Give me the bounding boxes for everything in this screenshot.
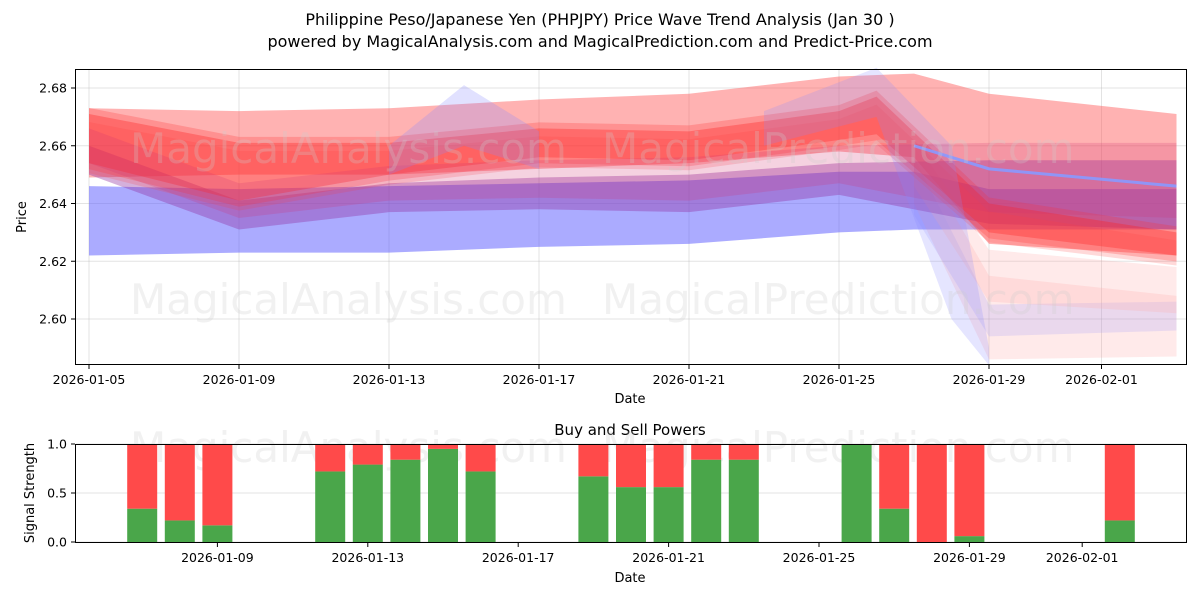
buy-bar-segment — [353, 465, 383, 542]
y-tick-label: 2.60 — [39, 312, 67, 327]
signal-bar — [842, 444, 872, 542]
buy-bar-segment — [466, 471, 496, 542]
watermark: MagicalAnalysis.com — [130, 423, 567, 472]
chart-canvas: MagicalAnalysis.com MagicalPrediction.co… — [0, 0, 1200, 600]
y-tick-label: 2.68 — [39, 81, 67, 96]
buy-bar-segment — [578, 476, 608, 542]
x-tick-label: 2026-01-17 — [503, 372, 576, 387]
y-tick-label: 2.66 — [39, 138, 67, 153]
signal-bar — [1105, 444, 1135, 542]
buy-bar-segment — [842, 444, 872, 542]
price-wave-chart: MagicalAnalysis.com MagicalPrediction.co… — [15, 68, 1187, 407]
signal-x-axis-label: Date — [614, 571, 645, 586]
watermark: MagicalAnalysis.com — [130, 275, 567, 324]
x-tick-label: 2026-01-17 — [482, 550, 555, 565]
sell-bar-segment — [578, 444, 608, 476]
buy-bar-segment — [691, 460, 721, 542]
buy-bar-segment — [202, 525, 232, 542]
buy-sell-powers-chart: Buy and Sell Powers MagicalAnalysis.com … — [23, 421, 1187, 586]
sell-bar-segment — [691, 444, 721, 460]
y-tick-label: 0.5 — [47, 486, 67, 501]
x-tick-label: 2026-02-01 — [1046, 550, 1119, 565]
x-tick-label: 2026-01-13 — [353, 372, 426, 387]
sell-bar-segment — [315, 444, 345, 471]
buy-bar-segment — [428, 449, 458, 542]
x-tick-label: 2026-01-21 — [632, 550, 705, 565]
signal-bar — [202, 444, 232, 542]
sell-bar-segment — [390, 444, 420, 460]
signal-y-axis: 0.0 0.5 1.0 — [47, 437, 75, 550]
signal-y-axis-label: Signal Strength — [23, 443, 38, 543]
buy-bar-segment — [729, 460, 759, 542]
buy-bar-segment — [165, 520, 195, 542]
sell-bar-segment — [202, 444, 232, 525]
price-x-axis: 2026-01-05 2026-01-09 2026-01-13 2026-01-17… — [53, 365, 1138, 387]
x-tick-label: 2026-01-25 — [783, 550, 856, 565]
x-tick-label: 2026-01-05 — [53, 372, 126, 387]
signal-bar — [165, 444, 195, 542]
sell-bar-segment — [616, 444, 646, 487]
signal-bar — [390, 444, 420, 542]
signal-bar — [654, 444, 684, 542]
sell-bar-segment — [729, 444, 759, 460]
signal-bar — [954, 444, 984, 542]
buy-bar-segment — [1105, 520, 1135, 542]
signal-bar — [917, 444, 947, 542]
sell-bar-segment — [954, 444, 984, 536]
sell-bar-segment — [1105, 444, 1135, 520]
x-tick-label: 2026-01-29 — [933, 550, 1006, 565]
sell-bar-segment — [466, 444, 496, 471]
x-tick-label: 2026-01-13 — [331, 550, 404, 565]
x-tick-label: 2026-01-25 — [803, 372, 876, 387]
price-x-axis-label: Date — [614, 392, 645, 407]
y-tick-label: 2.62 — [39, 254, 67, 269]
y-tick-label: 1.0 — [47, 437, 67, 452]
signal-bar — [691, 444, 721, 542]
sell-bar-segment — [879, 444, 909, 509]
sell-bar-segment — [165, 444, 195, 520]
buy-bar-segment — [954, 536, 984, 542]
buy-bar-segment — [127, 509, 157, 542]
watermark: MagicalPrediction.com — [602, 124, 1075, 173]
signal-bar — [578, 444, 608, 542]
x-tick-label: 2026-01-21 — [653, 372, 726, 387]
buy-bar-segment — [879, 509, 909, 542]
watermark: MagicalAnalysis.com — [130, 124, 567, 173]
x-tick-label: 2026-01-09 — [203, 372, 276, 387]
sell-bar-segment — [353, 444, 383, 465]
y-tick-label: 0.0 — [47, 535, 67, 550]
signal-bar — [729, 444, 759, 542]
signal-bar — [127, 444, 157, 542]
signal-bar — [315, 444, 345, 542]
price-y-axis: 2.60 2.62 2.64 2.66 2.68 — [39, 81, 75, 327]
sell-bar-segment — [654, 444, 684, 487]
buy-bar-segment — [390, 460, 420, 542]
buy-bar-segment — [315, 471, 345, 542]
signal-bar — [879, 444, 909, 542]
signal-bar — [353, 444, 383, 542]
y-tick-label: 2.64 — [39, 196, 67, 211]
x-tick-label: 2026-01-29 — [953, 372, 1026, 387]
signal-bar — [616, 444, 646, 542]
signal-bar — [428, 444, 458, 542]
buy-bar-segment — [654, 487, 684, 542]
buy-bar-segment — [616, 487, 646, 542]
signal-bar — [466, 444, 496, 542]
watermark: MagicalPrediction.com — [602, 275, 1075, 324]
x-tick-label: 2026-01-09 — [181, 550, 254, 565]
sell-bar-segment — [917, 444, 947, 542]
x-tick-label: 2026-02-01 — [1065, 372, 1138, 387]
price-y-axis-label: Price — [15, 201, 30, 233]
sell-bar-segment — [127, 444, 157, 509]
signal-x-axis: 2026-01-09 2026-01-13 2026-01-17 2026-01-21… — [181, 543, 1118, 565]
